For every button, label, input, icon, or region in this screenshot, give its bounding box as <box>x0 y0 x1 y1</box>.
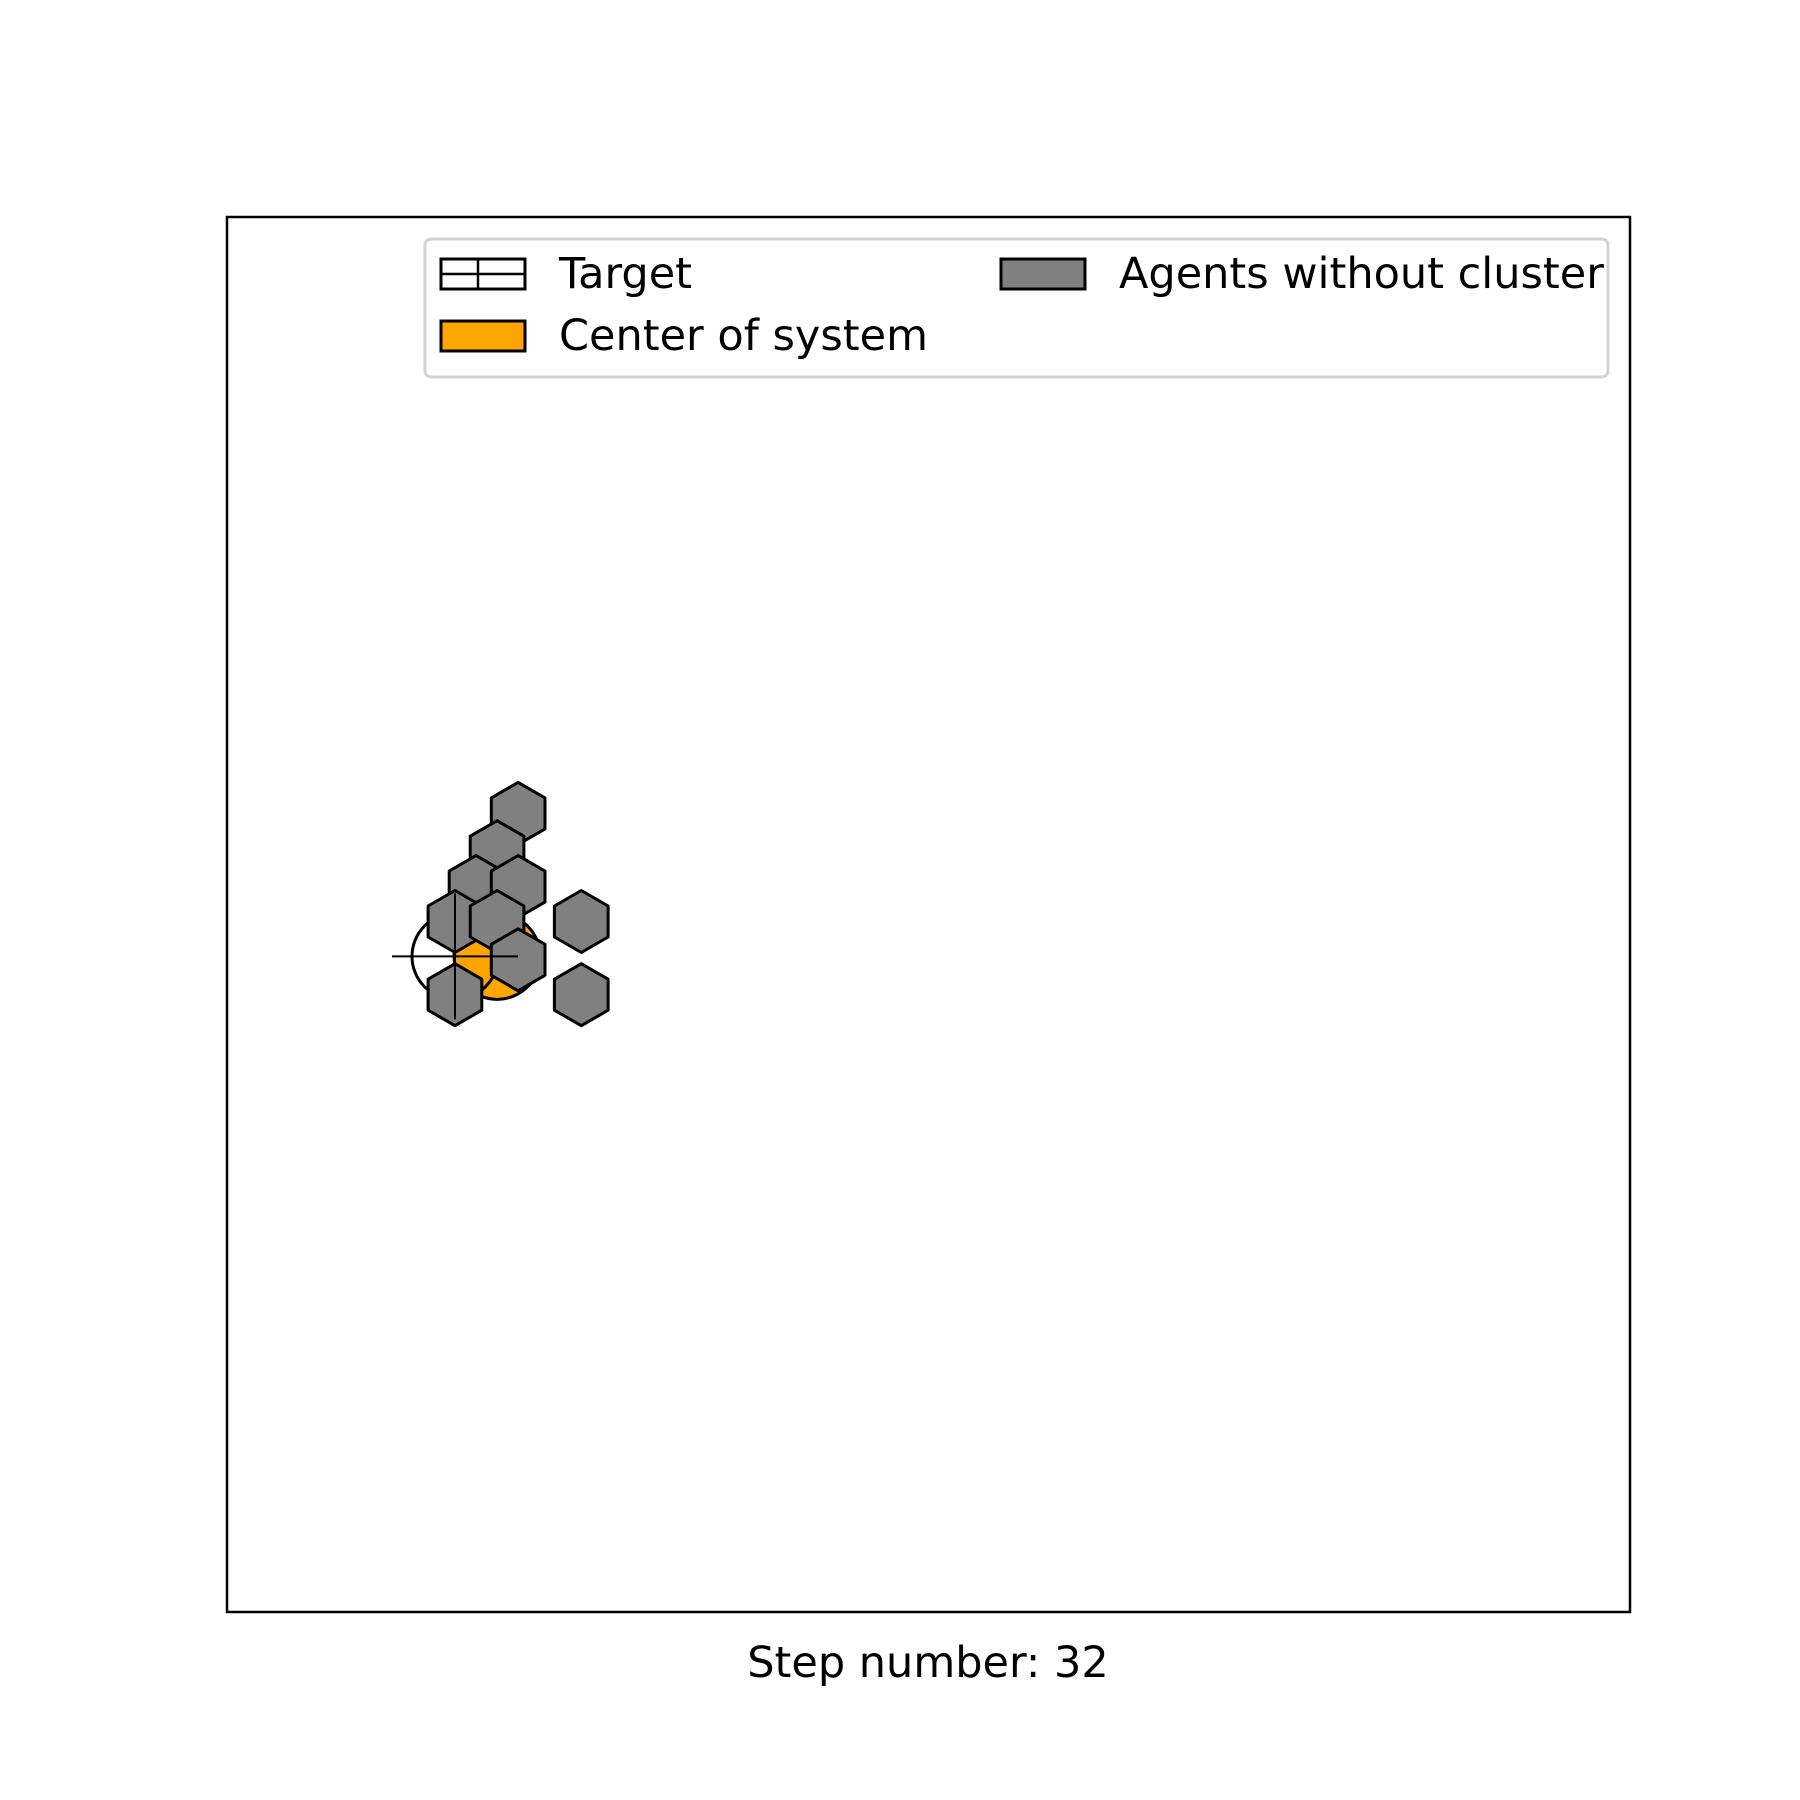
agent-marker-10 <box>552 962 610 1028</box>
legend-swatch-agents <box>999 257 1087 291</box>
legend-label-center: Center of system <box>559 311 928 361</box>
legend-entry-target: Target <box>439 249 692 299</box>
legend-entry-agents: Agents without cluster <box>999 249 1604 299</box>
legend: Target Agents without cluster Center of … <box>423 237 1610 379</box>
legend-label-target: Target <box>558 249 692 299</box>
x-axis-label: Step number: 32 <box>747 1638 1109 1688</box>
agent-marker-7 <box>552 889 610 954</box>
legend-entry-center: Center of system <box>439 311 928 361</box>
legend-swatch-target <box>439 257 527 291</box>
data-layer <box>391 780 610 1028</box>
agent-marker-8 <box>489 927 547 993</box>
legend-swatch-center <box>439 319 527 353</box>
legend-label-agents: Agents without cluster <box>1119 249 1604 299</box>
legend-frame <box>423 237 1610 379</box>
